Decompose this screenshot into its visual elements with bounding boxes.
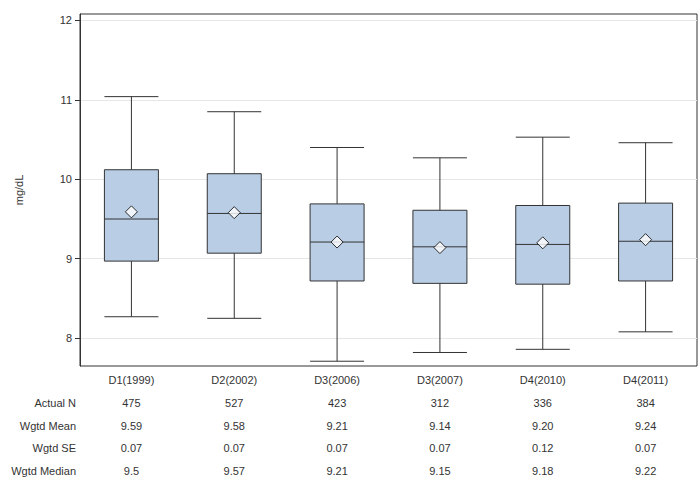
svg-text:312: 312: [431, 397, 449, 409]
svg-text:Actual N: Actual N: [34, 397, 76, 409]
svg-text:0.07: 0.07: [635, 442, 656, 454]
svg-text:9.22: 9.22: [635, 465, 656, 477]
svg-text:Wgtd Mean: Wgtd Mean: [20, 420, 76, 432]
svg-text:9.5: 9.5: [124, 465, 139, 477]
svg-text:mg/dL: mg/dL: [13, 175, 25, 206]
svg-text:9.14: 9.14: [429, 420, 450, 432]
svg-text:527: 527: [225, 397, 243, 409]
svg-text:11: 11: [61, 94, 72, 106]
svg-text:0.07: 0.07: [224, 442, 245, 454]
svg-text:D3(2007): D3(2007): [417, 374, 463, 386]
svg-text:D4(2010): D4(2010): [520, 374, 566, 386]
svg-text:D4(2011): D4(2011): [623, 374, 668, 386]
svg-text:9.15: 9.15: [429, 465, 450, 477]
svg-text:9.18: 9.18: [532, 465, 553, 477]
svg-text:9.21: 9.21: [326, 465, 347, 477]
svg-text:0.07: 0.07: [326, 442, 347, 454]
svg-text:0.12: 0.12: [532, 442, 553, 454]
svg-text:10: 10: [60, 173, 72, 185]
svg-text:Wgtd SE: Wgtd SE: [33, 442, 76, 454]
svg-text:9.59: 9.59: [121, 420, 142, 432]
svg-text:9: 9: [66, 253, 72, 265]
svg-text:9.58: 9.58: [224, 420, 245, 432]
svg-text:D3(2006): D3(2006): [314, 374, 360, 386]
svg-text:475: 475: [122, 397, 140, 409]
svg-text:9.20: 9.20: [532, 420, 553, 432]
svg-text:12: 12: [60, 14, 72, 26]
svg-text:D2(2002): D2(2002): [211, 374, 257, 386]
svg-text:0.07: 0.07: [429, 442, 450, 454]
svg-text:8: 8: [66, 332, 72, 344]
svg-text:D1(1999): D1(1999): [108, 374, 154, 386]
svg-text:9.57: 9.57: [224, 465, 245, 477]
svg-text:336: 336: [534, 397, 552, 409]
svg-text:Wgtd Median: Wgtd Median: [11, 465, 76, 477]
svg-text:9.21: 9.21: [326, 420, 347, 432]
svg-text:423: 423: [328, 397, 346, 409]
svg-text:384: 384: [636, 397, 654, 409]
svg-text:9.24: 9.24: [635, 420, 656, 432]
svg-text:0.07: 0.07: [121, 442, 142, 454]
